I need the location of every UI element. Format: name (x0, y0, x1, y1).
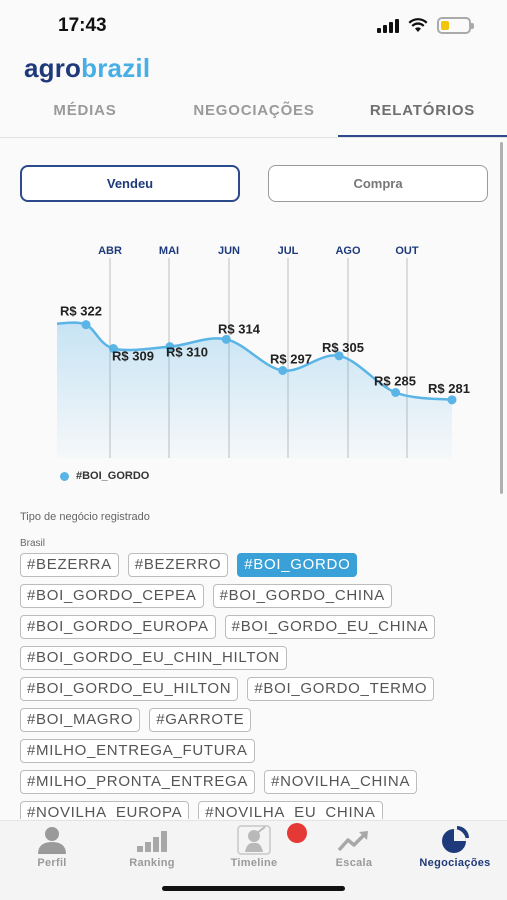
tag-chip[interactable]: #MILHO_ENTREGA_FUTURA (20, 739, 255, 763)
person-icon (34, 825, 70, 855)
battery-fill (441, 21, 449, 30)
nav-label-perfil: Perfil (37, 857, 67, 869)
data-label: R$ 305 (322, 340, 364, 355)
nav-item-escala[interactable]: Escala (304, 821, 404, 871)
notification-badge (287, 823, 307, 843)
tag-chip[interactable]: #MILHO_PRONTA_ENTREGA (20, 770, 256, 794)
status-bar: 17:43 (0, 0, 507, 50)
series-area (57, 322, 452, 458)
tag-chip[interactable]: #GARROTE (149, 708, 252, 732)
wifi-icon (408, 18, 428, 32)
top-tabs: MÉDIAS NEGOCIAÇÕES RELATÓRIOS (0, 90, 507, 138)
tag-chip[interactable]: #BOI_GORDO_EU_CHIN_HILTON (20, 646, 287, 670)
tab-relatorios[interactable]: RELATÓRIOS (338, 90, 507, 137)
bar-chart-icon (134, 825, 170, 855)
data-point[interactable] (278, 366, 288, 375)
logo-agro: agro (24, 53, 82, 83)
sold-toggle-button[interactable]: Vendeu (20, 165, 240, 202)
data-point[interactable] (447, 395, 457, 405)
tag-chip[interactable]: #BOI_GORDO_CHINA (212, 584, 392, 608)
month-tick-label: JUN (218, 245, 240, 257)
scrollbar[interactable] (500, 142, 503, 494)
month-tick-label: JUL (278, 245, 299, 257)
tag-chip[interactable]: #NOVILHA_EUROPA (20, 801, 190, 819)
battery-icon (437, 17, 474, 34)
tag-chip[interactable]: #BEZERRO (127, 553, 229, 577)
month-tick-label: ABR (98, 245, 122, 257)
app-logo: agrobrazil (24, 53, 150, 84)
nav-label-negociacoes: Negociações (419, 857, 491, 869)
tag-chip[interactable]: #BOI_GORDO_EU_HILTON (20, 677, 239, 701)
tag-chip[interactable]: #NOVILHA_EU_CHINA (198, 801, 383, 819)
tag-chip[interactable]: #BEZERRA (20, 553, 119, 577)
tab-negociacoes[interactable]: NEGOCIAÇÕES (193, 102, 315, 119)
month-tick-label: OUT (395, 245, 419, 257)
nav-item-ranking[interactable]: Ranking (102, 821, 202, 871)
month-tick-label: AGO (335, 245, 361, 257)
status-icons (377, 17, 474, 34)
tag-chip[interactable]: #BOI_GORDO_EU_CHINA (224, 615, 436, 639)
data-label: R$ 281 (428, 381, 470, 396)
nav-label-ranking: Ranking (129, 857, 175, 869)
cellular-signal-icon (377, 18, 399, 33)
tag-chip[interactable]: #BOI_GORDO_CEPEA (20, 584, 204, 608)
tag-chip[interactable]: #BOI_GORDO_TERMO (247, 677, 435, 701)
nav-label-timeline: Timeline (230, 857, 278, 869)
tab-medias[interactable]: MÉDIAS (53, 102, 117, 119)
nav-item-perfil[interactable]: Perfil (2, 821, 102, 871)
data-point[interactable] (108, 344, 118, 353)
tag-chip[interactable]: #BOI_GORDO_EUROPA (20, 615, 216, 639)
data-point[interactable] (334, 351, 344, 361)
tag-list: #BEZERRA #BEZERRO #BOI_GORDO #BOI_GORDO_CEP… (20, 553, 490, 819)
data-point[interactable] (81, 320, 91, 330)
chart-legend: #BOI_GORDO (60, 470, 149, 482)
timeline-icon (236, 825, 272, 855)
data-label: R$ 297 (270, 352, 312, 367)
group-label: Brasil (20, 538, 46, 549)
data-label: R$ 310 (166, 345, 208, 360)
price-chart: ABR MAI JUN JUL AGO OUT R$ 322 R$ 309 R$ 310 R$ … (56, 245, 470, 458)
data-point[interactable] (221, 334, 231, 344)
tag-chip[interactable]: #BOI_MAGRO (20, 708, 141, 732)
data-label: R$ 285 (374, 374, 416, 389)
nav-item-timeline[interactable]: Timeline (204, 821, 304, 871)
buy-toggle-button[interactable]: Compra (268, 165, 488, 202)
legend-dot (60, 471, 69, 481)
tag-chip[interactable]: #NOVILHA_CHINA (264, 770, 418, 794)
tag-chip[interactable]: #BOI_GORDO (237, 553, 358, 577)
logo-brazil: brazil (81, 53, 151, 83)
data-label: R$ 322 (60, 304, 102, 319)
status-time: 17:43 (58, 15, 107, 36)
data-label: R$ 314 (218, 321, 261, 336)
data-point[interactable] (165, 342, 175, 352)
legend-label: #BOI_GORDO (76, 470, 150, 482)
data-label: R$ 309 (112, 349, 154, 364)
month-tick-label: MAI (159, 245, 179, 257)
data-point[interactable] (391, 388, 401, 397)
pie-chart-icon (437, 825, 473, 855)
home-indicator (162, 886, 345, 891)
trending-up-icon (336, 825, 372, 855)
nav-item-negociacoes[interactable]: Negociações (405, 821, 505, 871)
section-title: Tipo de negócio registrado (20, 511, 150, 523)
nav-label-escala: Escala (335, 857, 373, 869)
